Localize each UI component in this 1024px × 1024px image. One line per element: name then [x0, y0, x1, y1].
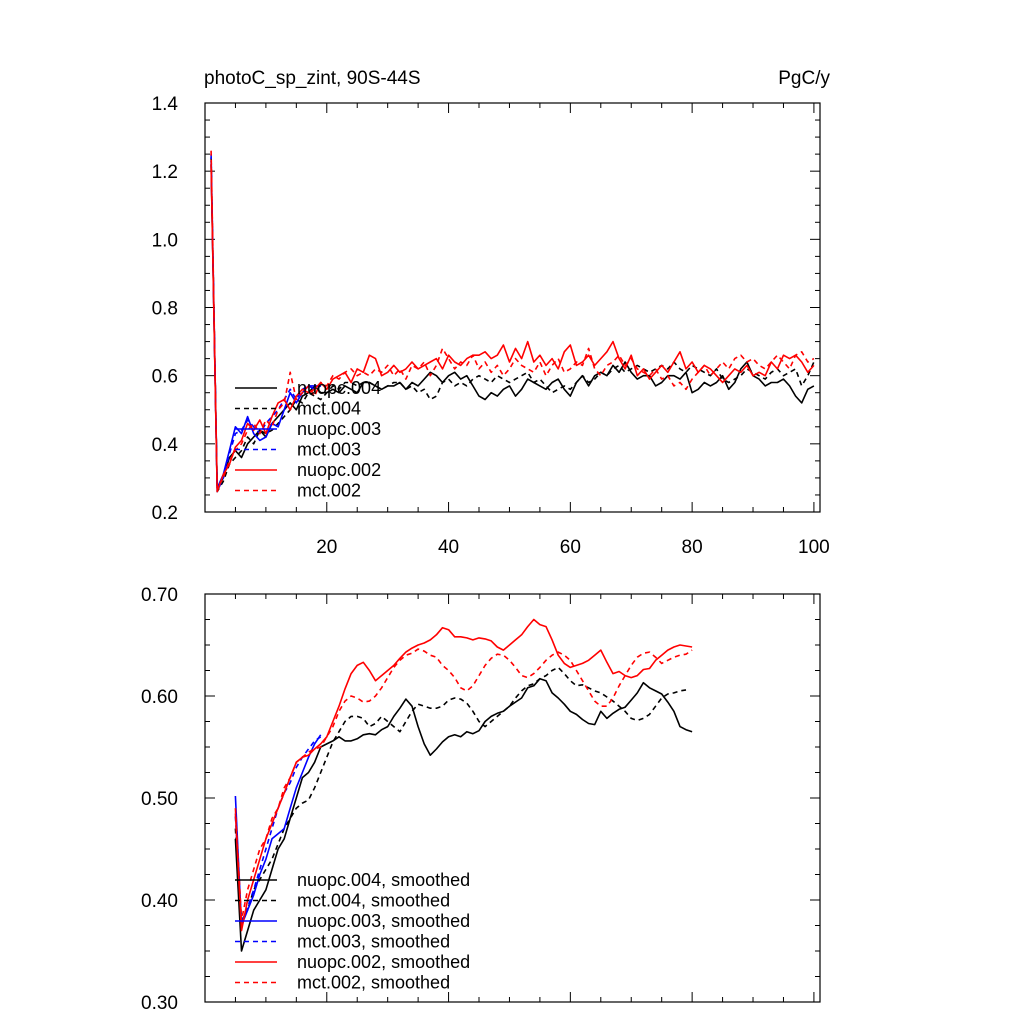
legend-label-mct-003-smoothed: mct.003, smoothed [297, 932, 450, 952]
legend-label-nuopc-004-smoothed: nuopc.004, smoothed [297, 870, 470, 890]
legend-label-nuopc-003-smoothed: nuopc.003, smoothed [297, 911, 470, 931]
series-mct-004 [210, 157, 815, 493]
series-nuopc-004 [210, 164, 815, 489]
top-y-tick-label: 0.6 [152, 367, 178, 388]
series-nuopc-003-smoothed [234, 734, 322, 927]
top-panel: photoC_sp_zint, 90S-44S PgC/y 20 40 60 80 10… [152, 68, 831, 558]
legend-label-nuopc-003: nuopc.003 [297, 419, 381, 439]
legend-label-nuopc-002: nuopc.002 [297, 460, 381, 480]
top-panel-units: PgC/y [778, 68, 830, 89]
top-y-tick-label: 0.8 [152, 299, 178, 320]
series-nuopc-004-smoothed [234, 677, 693, 952]
legend-label-mct-002: mct.002 [297, 481, 361, 501]
top-y-tick-label: 0.4 [152, 435, 179, 456]
legend-label-nuopc-004: nuopc.004 [297, 378, 381, 398]
series-mct-002-smoothed [234, 648, 693, 922]
legend-label-mct-004-smoothed: mct.004, smoothed [297, 891, 450, 911]
bottom-y-tick-label: 0.50 [141, 789, 178, 810]
series-nuopc-002-smoothed [234, 618, 693, 932]
top-y-tick-label: 1.2 [152, 162, 178, 183]
legend-label-mct-003: mct.003 [297, 440, 361, 460]
bottom-y-tick-label: 0.70 [141, 585, 178, 606]
top-x-tick-label: 20 [316, 537, 337, 558]
legend-label-mct-004: mct.004 [297, 399, 361, 419]
series-mct-002 [210, 150, 815, 489]
bottom-y-tick-label: 0.60 [141, 687, 178, 708]
bottom-y-tick-label: 0.40 [141, 891, 178, 912]
top-y-tick-label: 0.2 [152, 503, 178, 524]
top-panel-title: photoC_sp_zint, 90S-44S [204, 68, 421, 89]
bottom-y-tick-label: 0.30 [141, 993, 178, 1014]
top-y-tick-label: 1.4 [152, 94, 179, 115]
legend-label-nuopc-002-smoothed: nuopc.002, smoothed [297, 952, 470, 972]
top-x-tick-label: 100 [798, 537, 830, 558]
top-x-tick-label: 40 [438, 537, 459, 558]
legend-label-mct-002-smoothed: mct.002, smoothed [297, 973, 450, 993]
top-x-tick-label: 80 [682, 537, 703, 558]
top-y-tick-label: 1.0 [152, 230, 178, 251]
top-x-tick-label: 60 [560, 537, 581, 558]
